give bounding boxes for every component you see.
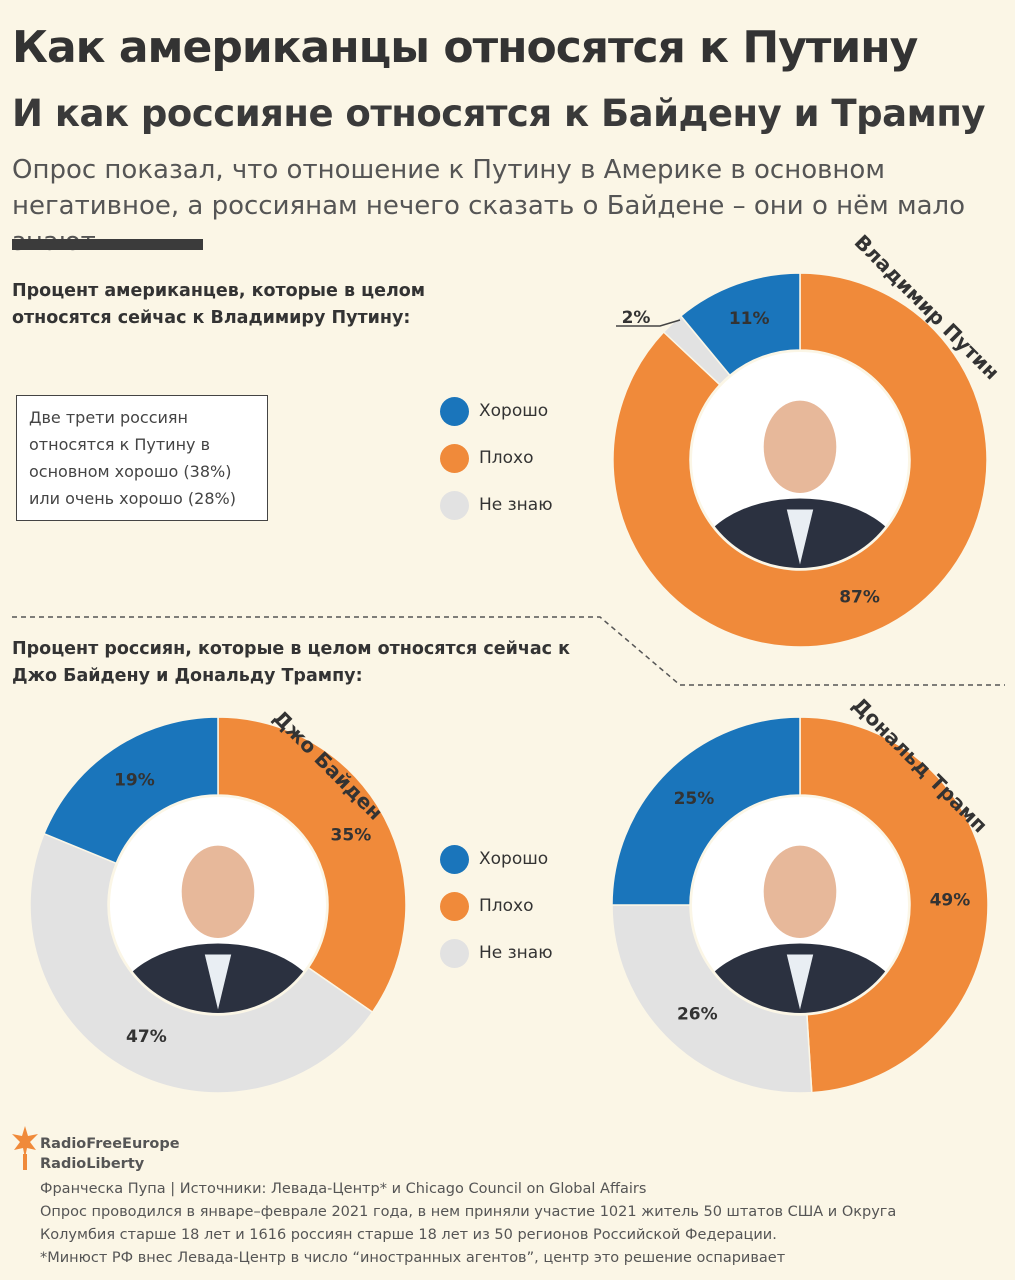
question-americans: Процент американцев, которые в целом отн… [12,281,426,328]
legend-item-dont-know: Не знаю [440,490,553,520]
data-label-good: 25% [674,789,715,809]
data-label-dont-know: 2% [622,308,651,328]
legend-dot-good [440,396,469,426]
credits-line-footnote: *Минюст РФ внес Левада-Центр в число “ин… [40,1250,786,1266]
legend-label-dont-know: Не знаю [479,495,553,515]
legend-dot-dont-know [440,938,469,968]
slice-bad [799,716,989,1094]
page-subtitle: И как россияне относятся к Байдену и Тра… [12,92,986,135]
portrait-icon [695,845,905,1013]
legend-item-good: Хорошо [440,396,553,426]
data-label-bad: 35% [331,825,372,845]
donut-chart-putin: 87%2% 11% Владимир Путин [612,230,1004,648]
legend-dot-dont-know [440,490,469,520]
credits: Франческа Пупа | Источники: Левада-Центр… [40,1178,970,1270]
credits-line-method: Опрос проводился в январе–феврале 2021 г… [40,1204,897,1243]
slice-good [43,716,219,865]
page-title: Как американцы относятся к Путину [12,22,918,73]
legend-item-dont-know: Не знаю [440,938,553,968]
rferl-logo-icon [12,1126,38,1170]
data-label-good: 19% [114,770,155,790]
logo-line-2: RadioLiberty [40,1156,145,1172]
legend-bottom: Хорошо Плохо Не знаю [440,844,553,968]
legend-top: Хорошо Плохо Не знаю [440,396,553,520]
portrait-icon [113,845,323,1013]
legend-label-good: Хорошо [479,849,549,869]
legend-item-bad: Плохо [440,443,553,473]
legend-dot-bad [440,891,469,921]
data-label-good: 11% [729,309,770,329]
donut-chart-trump: 49%26%25% Дональд Трамп [611,693,992,1094]
data-label-bad: 49% [930,890,971,910]
slice-good [679,272,801,377]
rferl-logo-text: RadioFreeEurope RadioLiberty [40,1134,180,1174]
legend-item-good: Хорошо [440,844,553,874]
russians-note-box: Две трети россиян относятся к Путину в о… [16,395,268,521]
legend-label-bad: Плохо [479,896,534,916]
legend-label-good: Хорошо [479,401,549,421]
leader-line [616,319,681,327]
data-label-bad: 87% [839,588,880,608]
legend-dot-bad [440,443,469,473]
legend-dot-good [440,844,469,874]
slice-dont-know [611,904,813,1094]
legend-item-bad: Плохо [440,891,553,921]
slice-good [611,716,801,906]
portrait-icon [695,400,905,568]
title-rule [12,239,203,250]
slice-bad [217,716,407,1014]
data-label-dont-know: 47% [126,1027,167,1047]
data-label-dont-know: 26% [677,1004,718,1024]
credits-line-sources: Франческа Пупа | Источники: Левада-Центр… [40,1181,647,1197]
donut-chart-biden: 35%47%19% Джо Байден [29,705,407,1094]
legend-label-bad: Плохо [479,448,534,468]
legend-label-dont-know: Не знаю [479,943,553,963]
question-russians: Процент россиян, которые в целом относят… [12,639,571,686]
logo-line-1: RadioFreeEurope [40,1136,180,1152]
slice-bad [612,272,988,648]
slice-dont-know [29,832,374,1094]
